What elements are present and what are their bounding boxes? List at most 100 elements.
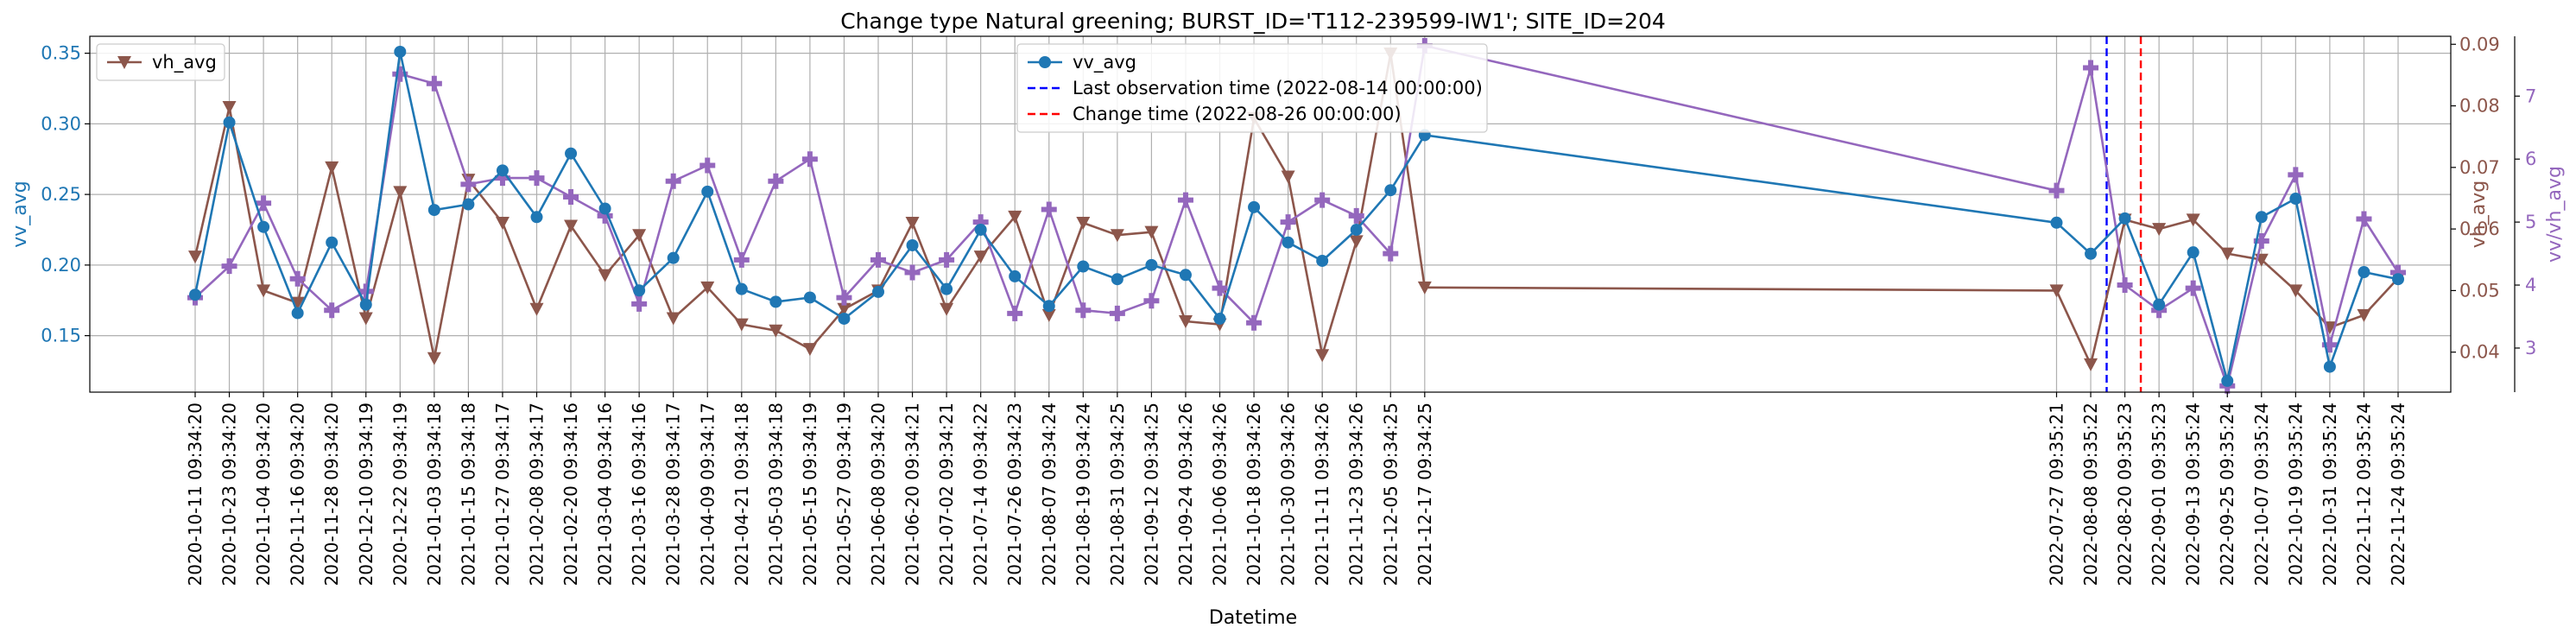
data-point bbox=[1008, 210, 1022, 224]
data-point bbox=[2288, 284, 2303, 298]
data-point bbox=[1144, 225, 1159, 239]
data-point bbox=[460, 176, 477, 193]
x-tick-label: 2020-11-28 09:34:20 bbox=[321, 403, 342, 586]
x-tick-label: 2020-10-11 09:34:20 bbox=[185, 403, 206, 586]
data-point bbox=[598, 269, 612, 282]
x-tick-label: 2022-07-27 09:35:21 bbox=[2046, 403, 2066, 586]
left-tick-label: 0.15 bbox=[41, 326, 81, 346]
series-vh-avg bbox=[188, 47, 2405, 371]
data-point bbox=[494, 170, 510, 187]
x-tick-label: 2021-06-20 09:34:21 bbox=[902, 403, 923, 586]
data-point bbox=[325, 161, 339, 174]
data-point bbox=[188, 250, 202, 264]
data-point bbox=[392, 66, 408, 82]
data-point bbox=[2392, 273, 2404, 286]
data-point bbox=[1213, 312, 1226, 325]
data-point bbox=[1280, 214, 1296, 231]
data-point bbox=[1009, 269, 1022, 282]
x-tick-label: 2021-05-27 09:34:19 bbox=[833, 403, 854, 586]
x-tick-label: 2021-01-03 09:34:18 bbox=[424, 403, 445, 586]
x-tick-label: 2020-11-04 09:34:20 bbox=[253, 403, 274, 586]
series-vv-avg bbox=[189, 45, 2404, 387]
plot-frame bbox=[89, 35, 2452, 393]
left-axis: 0.15 0.20 0.25 0.30 0.35 bbox=[41, 43, 90, 346]
x-tick-label: 2022-09-25 09:35:24 bbox=[2217, 403, 2237, 586]
data-point bbox=[564, 219, 579, 233]
data-point bbox=[1314, 192, 1331, 208]
x-tick-label: 2022-10-31 09:35:24 bbox=[2320, 403, 2340, 586]
series-line bbox=[193, 52, 2399, 366]
data-point bbox=[2253, 232, 2269, 249]
data-point bbox=[358, 283, 374, 300]
data-point bbox=[324, 302, 340, 319]
data-point bbox=[2084, 358, 2098, 371]
data-point bbox=[2048, 182, 2065, 199]
data-point bbox=[700, 281, 715, 295]
data-point bbox=[426, 75, 442, 92]
legend-box bbox=[1016, 43, 1488, 133]
data-point bbox=[2153, 298, 2166, 311]
data-point bbox=[495, 216, 510, 230]
data-point bbox=[2117, 277, 2133, 294]
x-tick-label: 2022-09-01 09:35:23 bbox=[2149, 403, 2169, 586]
data-point bbox=[1315, 349, 1330, 363]
x-tick-label: 2021-05-15 09:34:19 bbox=[800, 403, 820, 586]
data-point bbox=[802, 343, 817, 357]
right-axis: 0.04 0.05 0.06 0.07 0.08 0.09 bbox=[2451, 34, 2500, 363]
data-point bbox=[904, 264, 921, 281]
x-tick-label: 2021-08-07 09:34:24 bbox=[1039, 403, 1060, 586]
legend-label: vv_avg bbox=[1073, 52, 1136, 73]
x-tick-label: 2021-01-27 09:34:17 bbox=[492, 403, 513, 586]
x-tick-label: 2021-11-11 09:34:26 bbox=[1312, 403, 1332, 586]
data-point bbox=[1248, 200, 1261, 213]
data-point bbox=[972, 214, 989, 231]
data-point bbox=[291, 307, 304, 320]
data-point bbox=[326, 236, 339, 249]
x-tick-label: 2021-07-26 09:34:23 bbox=[1004, 403, 1025, 586]
data-point bbox=[359, 298, 372, 311]
x-tick-label: 2022-11-24 09:35:24 bbox=[2388, 403, 2408, 586]
data-point bbox=[665, 173, 681, 189]
right2-tick-label: 4 bbox=[2525, 275, 2536, 295]
data-point bbox=[427, 352, 441, 365]
left-tick-label: 0.35 bbox=[41, 43, 81, 64]
x-tick-label: 2021-10-18 09:34:26 bbox=[1244, 403, 1264, 586]
data-point bbox=[2321, 337, 2338, 353]
data-point bbox=[1077, 260, 1090, 273]
data-point bbox=[290, 296, 305, 310]
data-point bbox=[598, 202, 611, 215]
data-point bbox=[1349, 235, 1364, 249]
x-tick-label: 2021-08-31 09:34:25 bbox=[1107, 403, 1128, 586]
data-point bbox=[2356, 211, 2372, 227]
legend-label: Last observation time (2022-08-14 00:00:… bbox=[1073, 78, 1483, 98]
data-point bbox=[2049, 284, 2064, 298]
right2-tick-label: 5 bbox=[2525, 212, 2536, 232]
right2-tick-label: 6 bbox=[2525, 149, 2536, 169]
x-tick-label: 2020-12-22 09:34:19 bbox=[389, 403, 410, 586]
data-point bbox=[1109, 305, 1125, 321]
data-point bbox=[974, 223, 987, 236]
x-tick-label: 2021-06-08 09:34:20 bbox=[868, 403, 889, 586]
data-point bbox=[633, 284, 646, 297]
x-tick-label: 2022-09-13 09:35:24 bbox=[2183, 403, 2204, 586]
data-point bbox=[189, 288, 201, 301]
data-point bbox=[393, 186, 408, 200]
data-point bbox=[699, 157, 716, 174]
data-point bbox=[2050, 216, 2063, 229]
data-point bbox=[2220, 247, 2235, 261]
x-tick-label: 2021-02-20 09:34:16 bbox=[560, 403, 581, 586]
data-point bbox=[528, 170, 545, 187]
x-tick-label: 2021-04-21 09:34:18 bbox=[731, 403, 752, 586]
data-point bbox=[940, 302, 954, 316]
data-point bbox=[1041, 201, 1057, 218]
right2-tick-label: 3 bbox=[2525, 338, 2536, 358]
x-tick-label: 2021-12-17 09:34:25 bbox=[1415, 403, 1435, 586]
data-point bbox=[631, 295, 648, 312]
series-vv-vh-avg bbox=[187, 37, 2406, 394]
right-tick-label: 0.05 bbox=[2459, 280, 2500, 301]
data-point bbox=[701, 185, 714, 198]
right-tick-label: 0.09 bbox=[2459, 34, 2500, 54]
data-point bbox=[768, 173, 784, 189]
x-tick-label: 2021-12-05 09:34:25 bbox=[1380, 403, 1401, 586]
x-tick-label: 2022-11-12 09:35:24 bbox=[2353, 403, 2374, 586]
